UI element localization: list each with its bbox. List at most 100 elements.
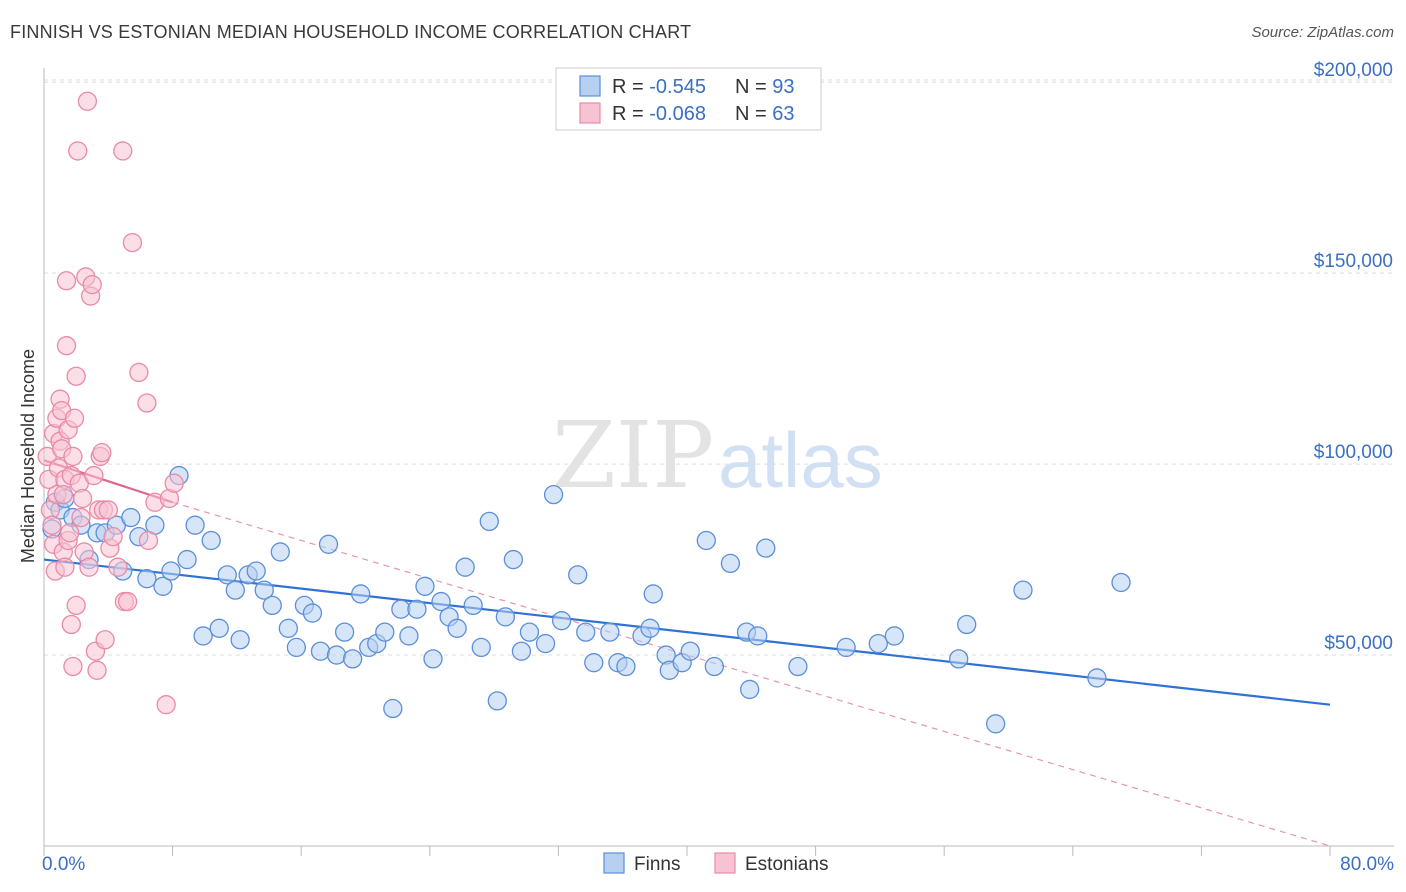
point-estonians-18: [56, 271, 77, 291]
point-finns-80: [720, 553, 741, 574]
y-tick-label-0: $50,000: [1324, 633, 1393, 654]
point-finns-54: [463, 595, 483, 616]
point-finns-52: [447, 618, 467, 638]
point-finns-40: [351, 584, 371, 604]
point-finns-28: [254, 580, 274, 600]
chart-source: Source: ZipAtlas.com: [1251, 24, 1394, 41]
point-estonians-49: [103, 527, 123, 547]
point-finns-15: [153, 576, 173, 596]
point-finns-48: [415, 576, 435, 596]
point-estonians-56: [137, 393, 157, 413]
point-finns-57: [487, 691, 507, 711]
point-finns-20: [193, 626, 213, 646]
point-estonians-17: [56, 336, 77, 356]
point-finns-43: [375, 622, 395, 642]
point-finns-84: [756, 538, 776, 558]
point-finns-67: [584, 653, 604, 673]
point-finns-44: [383, 698, 403, 719]
point-finns-62: [535, 633, 556, 654]
point-estonians-50: [108, 557, 128, 577]
point-finns-50: [431, 591, 451, 612]
series-legend-swatch-estonians[interactable]: [714, 852, 736, 874]
point-finns-49: [423, 649, 443, 669]
y-tick-labels: $50,000 $100,000 $150,000 $200,000: [1314, 60, 1393, 654]
point-estonians-46: [95, 630, 115, 650]
point-finns-45: [391, 599, 411, 619]
legend-r-label-estonians: R =: [612, 103, 649, 125]
point-estonians-23: [61, 614, 81, 635]
point-finns-30: [270, 542, 290, 562]
series-legend-label-finns[interactable]: Finns: [634, 854, 680, 875]
point-estonians-41: [87, 660, 107, 680]
point-finns-29: [262, 595, 282, 616]
point-finns-89: [949, 649, 969, 669]
watermark-atlas: atlas: [718, 416, 883, 504]
point-finns-46: [399, 626, 419, 646]
point-finns-90: [957, 614, 977, 635]
x-tick-label-max: 80.0%: [1340, 854, 1394, 875]
point-finns-22: [209, 618, 229, 638]
watermark-zip: ZIP: [552, 402, 714, 509]
point-finns-27: [246, 561, 266, 581]
point-finns-82: [740, 679, 760, 700]
point-finns-92: [1013, 580, 1033, 600]
point-finns-32: [286, 637, 307, 658]
svg-text:R = -0.545: R = -0.545: [612, 76, 706, 98]
point-estonians-28: [66, 595, 86, 616]
y-tick-label-3: $200,000: [1314, 60, 1393, 81]
svg-text:R = -0.068: R = -0.068: [612, 103, 706, 125]
y-tick-label-1: $100,000: [1314, 442, 1393, 463]
point-finns-53: [455, 557, 475, 577]
svg-text:N = 63: N = 63: [735, 103, 795, 125]
y-tick-label-2: $150,000: [1314, 251, 1393, 272]
legend-n-value-estonians: 63: [772, 103, 794, 125]
chart-title: FINNISH VS ESTONIAN MEDIAN HOUSEHOLD INC…: [10, 22, 692, 42]
point-finns-24: [225, 580, 245, 600]
point-finns-68: [600, 622, 620, 642]
series-legend-swatch-finns[interactable]: [603, 852, 625, 874]
point-estonians-57: [138, 530, 159, 551]
legend-swatch-finns: [579, 75, 601, 97]
point-finns-66: [576, 622, 596, 642]
point-estonians-36: [79, 557, 99, 577]
point-estonians-32: [72, 488, 93, 509]
point-estonians-31: [71, 507, 91, 528]
legend-r-value-estonians: -0.068: [649, 103, 706, 125]
point-finns-91: [985, 714, 1006, 734]
point-finns-25: [230, 630, 250, 650]
point-finns-88: [884, 626, 905, 646]
point-estonians-35: [77, 91, 98, 111]
stats-legend: R = -0.545 N = 93 R = -0.068 N = 63: [555, 67, 822, 131]
point-finns-78: [696, 530, 716, 551]
data-points: [37, 91, 1131, 734]
point-estonians-24: [63, 446, 83, 467]
point-finns-72: [640, 618, 660, 638]
point-finns-36: [318, 534, 339, 554]
point-finns-73: [643, 584, 663, 604]
point-finns-83: [748, 626, 768, 646]
series-legend: Finns Estonians: [603, 852, 828, 875]
point-estonians-38: [82, 274, 102, 295]
point-finns-31: [278, 618, 298, 638]
point-finns-16: [161, 561, 181, 581]
point-estonians-59: [156, 695, 176, 715]
point-finns-87: [868, 633, 888, 654]
point-estonians-26: [64, 408, 85, 428]
point-finns-70: [616, 656, 636, 677]
point-finns-18: [177, 549, 197, 570]
point-finns-85: [788, 656, 808, 677]
point-finns-65: [568, 565, 588, 585]
point-finns-86: [836, 637, 856, 658]
point-finns-94: [1111, 572, 1131, 593]
point-finns-21: [201, 530, 221, 551]
point-finns-35: [310, 641, 331, 661]
point-estonians-61: [164, 473, 184, 493]
point-finns-38: [334, 622, 355, 642]
series-legend-label-estonians[interactable]: Estonians: [745, 854, 828, 875]
point-finns-93: [1087, 668, 1107, 688]
point-finns-23: [217, 565, 237, 585]
point-finns-60: [511, 641, 532, 661]
point-finns-79: [704, 656, 724, 677]
x-ticks: [43, 846, 1331, 856]
